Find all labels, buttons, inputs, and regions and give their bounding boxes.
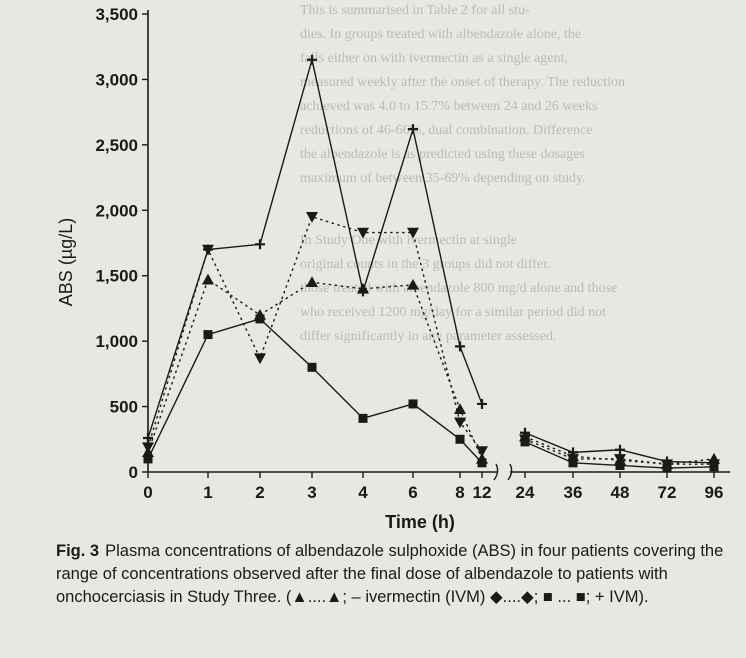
bleed-through-line: differ significantly in any parameter as… [300, 329, 557, 344]
x-tick-label: 72 [658, 483, 677, 502]
data-point-inverted-triangle [454, 417, 466, 429]
series-line-cross-left [147, 59, 483, 439]
x-tick-label: 24 [516, 483, 535, 502]
x-axis-title: Time (h) [385, 512, 455, 532]
data-point-inverted-triangle [476, 446, 488, 458]
data-point-inverted-triangle [202, 244, 214, 256]
data-point-cross [143, 432, 153, 443]
data-point-square [307, 362, 317, 372]
bleed-through-line: falls either on with ivermectin as a sin… [300, 51, 568, 66]
data-point-triangle [202, 273, 214, 285]
y-tick-label: 1,000 [95, 332, 138, 351]
axis-break-gap [499, 372, 509, 468]
data-point-cross [477, 398, 487, 409]
x-axis-break-mark-right [507, 463, 513, 481]
data-point-inverted-triangle [142, 442, 154, 454]
series-square [143, 314, 719, 473]
data-point-inverted-triangle [357, 227, 369, 239]
y-tick-label: 0 [129, 463, 138, 482]
data-point-square [408, 399, 418, 409]
bleed-through-line: This is summarised in Table 2 for all st… [300, 3, 530, 18]
bleed-through-line: maximum of between 35-69% depending on s… [300, 171, 586, 186]
data-point-square [520, 437, 530, 447]
data-point-triangle [357, 282, 369, 294]
x-tick-label: 8 [455, 483, 464, 502]
y-tick-label: 2,000 [95, 201, 138, 220]
data-point-square [568, 458, 578, 468]
y-axis: 0 500 1,000 1,500 2,000 2,500 3,000 3,500 [95, 5, 149, 482]
data-point-cross [255, 239, 265, 250]
data-point-inverted-triangle [614, 454, 626, 465]
x-tick-label: 2 [255, 483, 264, 502]
x-axis-break-mark-left [493, 463, 499, 481]
series-layer [142, 54, 720, 473]
data-point-inverted-triangle [407, 227, 419, 239]
data-point-inverted-triangle [306, 212, 318, 223]
y-axis-title: ABS (µg/L) [56, 218, 76, 306]
data-point-square [662, 463, 672, 473]
x-tick-label: 12 [473, 483, 492, 502]
data-point-cross [307, 54, 317, 65]
x-tick-label: 6 [408, 483, 417, 502]
series-inverted-triangle [142, 212, 720, 471]
data-point-cross [408, 124, 418, 135]
series-triangle [142, 273, 720, 469]
bleed-through-line: original counts in the 3 groups did not … [300, 257, 551, 272]
bleed-through-line: achieved was 4.0 to 15.7% between 24 and… [300, 99, 598, 114]
bleed-through-line: In Study One with ivermectin at single [300, 233, 517, 248]
data-point-square [358, 413, 368, 423]
data-point-square [143, 454, 153, 464]
bleed-through-line: dies. In groups treated with albendazole… [300, 27, 582, 42]
x-tick-label: 0 [143, 483, 152, 502]
series-line-triangle-left [147, 278, 483, 460]
data-point-square [477, 458, 487, 468]
data-point-cross [615, 444, 625, 455]
bleed-through-line: those treated with albendazole 800 mg/d … [300, 281, 618, 296]
caption-text: Plasma concentrations of albendazole sul… [56, 542, 724, 606]
bleed-through-text: This is summarised in Table 2 for all st… [300, 0, 740, 470]
data-point-square [709, 462, 719, 472]
y-tick-label: 1,500 [95, 267, 138, 286]
data-point-triangle [454, 403, 466, 414]
figure-caption: Fig. 3 Plasma concentrations of albendazo… [56, 540, 736, 609]
y-tick-label: 3,000 [95, 70, 138, 89]
x-tick-label: 96 [705, 483, 724, 502]
data-point-triangle [306, 276, 318, 288]
series-line-inverted-triangle-left [147, 215, 483, 452]
x-tick-label: 4 [358, 483, 368, 502]
data-point-inverted-triangle [254, 353, 266, 365]
bleed-through-line: measured weekly after the onset of thera… [300, 75, 625, 90]
y-tick-label: 3,500 [95, 5, 138, 24]
series-line-square-left [147, 318, 483, 464]
bleed-through-line: the albendazole is as predicted using th… [300, 147, 585, 162]
figure-label: Fig. 3 [56, 542, 100, 560]
data-point-cross [455, 341, 465, 352]
y-tick-label: 2,500 [95, 136, 138, 155]
x-tick-label: 36 [564, 483, 583, 502]
data-point-triangle [407, 278, 419, 290]
data-point-square [203, 330, 213, 340]
y-tick-label: 500 [110, 398, 138, 417]
bleed-through-line: reductions of 46-66%, dual combination. … [300, 123, 593, 138]
x-axis: 0 1 2 3 4 6 8 12 24 36 48 72 96 [143, 463, 730, 502]
x-tick-label: 1 [203, 483, 212, 502]
data-point-square [255, 314, 265, 324]
series-cross [143, 54, 719, 468]
data-point-square [615, 460, 625, 470]
data-point-square [455, 434, 465, 444]
x-tick-label: 3 [307, 483, 316, 502]
x-tick-label: 48 [611, 483, 630, 502]
